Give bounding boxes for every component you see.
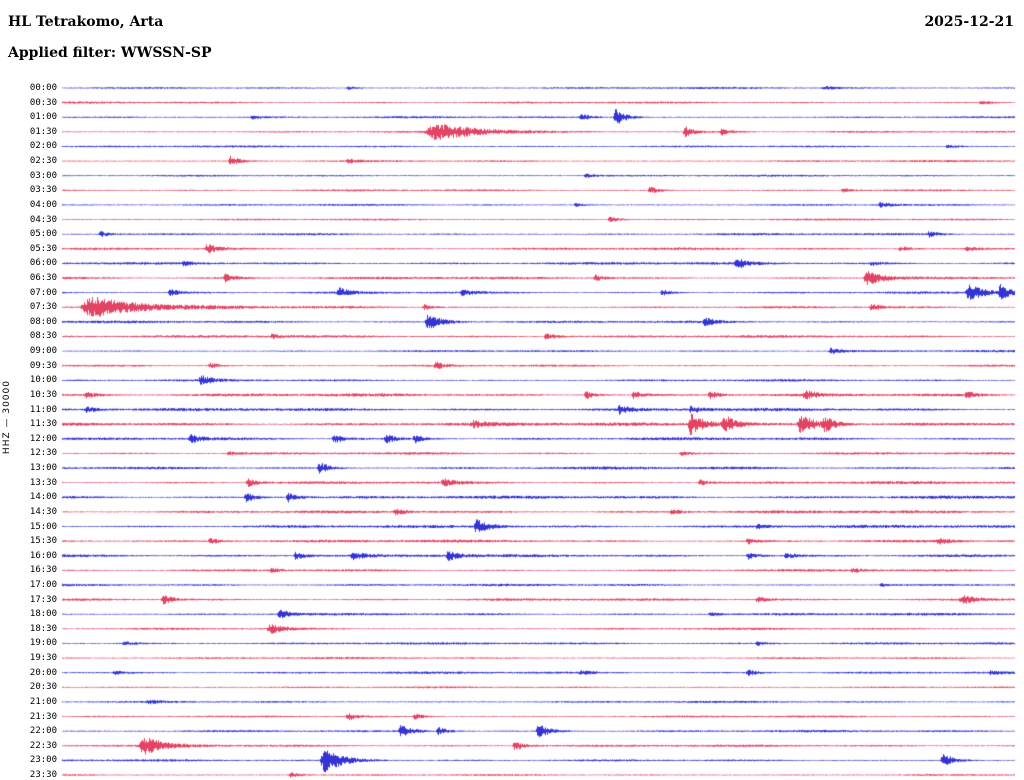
time-label: 20:00 (29, 667, 57, 678)
time-label: 01:00 (29, 112, 57, 123)
time-label: 21:30 (29, 711, 57, 722)
time-label: 03:00 (29, 170, 57, 181)
time-label: 00:00 (29, 83, 57, 93)
time-label: 06:30 (29, 273, 57, 284)
time-label: 09:00 (29, 346, 57, 357)
time-label: 23:30 (29, 770, 57, 780)
time-label: 16:00 (29, 550, 57, 561)
time-label: 15:30 (29, 536, 57, 547)
time-label: 06:00 (29, 258, 57, 269)
time-label: 12:30 (29, 448, 57, 459)
time-label: 04:30 (29, 214, 57, 225)
time-label: 02:00 (29, 141, 57, 152)
time-label: 22:30 (29, 740, 57, 751)
date-label: 2025-12-21 (924, 14, 1014, 30)
time-label: 21:00 (29, 696, 57, 707)
time-label: 17:00 (29, 579, 57, 590)
time-label: 03:30 (29, 185, 57, 196)
time-label: 22:00 (29, 726, 57, 737)
time-label: 18:00 (29, 609, 57, 620)
time-label: 14:00 (29, 492, 57, 503)
time-label: 11:00 (29, 404, 57, 415)
time-label: 13:30 (29, 477, 57, 488)
time-label: 05:00 (29, 229, 57, 240)
time-label: 09:30 (29, 360, 57, 371)
time-label: 00:30 (29, 97, 57, 108)
time-label: 10:00 (29, 375, 57, 386)
time-label: 11:30 (29, 419, 57, 430)
time-label: 10:30 (29, 389, 57, 400)
time-label: 19:00 (29, 638, 57, 649)
time-label: 08:00 (29, 316, 57, 327)
time-label: 07:00 (29, 287, 57, 298)
time-label: 13:00 (29, 463, 57, 474)
time-label: 12:00 (29, 433, 57, 444)
time-label: 16:30 (29, 565, 57, 576)
time-label: 08:30 (29, 331, 57, 342)
time-label: 05:30 (29, 243, 57, 254)
time-label: 07:30 (29, 302, 57, 313)
time-label: 19:30 (29, 653, 57, 664)
time-label: 20:30 (29, 682, 57, 693)
time-label: 04:00 (29, 199, 57, 210)
time-label: 23:00 (29, 755, 57, 766)
time-label: 14:30 (29, 506, 57, 517)
time-label: 15:00 (29, 521, 57, 532)
time-label: 18:30 (29, 623, 57, 634)
station-title: HL Tetrakomo, Arta (8, 14, 164, 30)
time-label: 02:30 (29, 156, 57, 167)
time-label: 17:30 (29, 594, 57, 605)
time-label: 01:30 (29, 126, 57, 137)
filter-label: Applied filter: WWSSN-SP (8, 45, 212, 61)
